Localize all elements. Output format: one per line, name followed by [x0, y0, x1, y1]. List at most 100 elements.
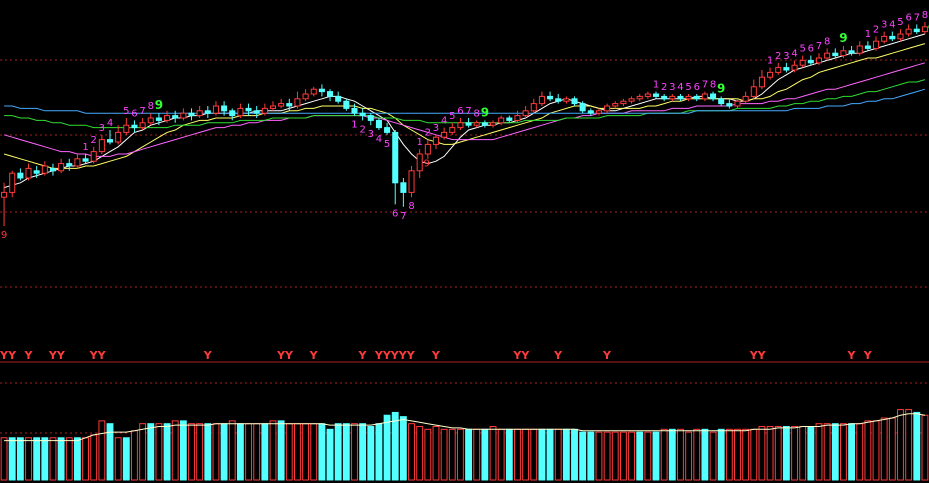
candle-body	[400, 182, 407, 193]
volume-bar	[538, 428, 546, 481]
count-label: 5	[897, 17, 903, 28]
count-label: 8	[148, 101, 154, 112]
candle-body	[742, 95, 749, 102]
candle-body	[457, 122, 464, 129]
count-label: 9	[1, 230, 7, 241]
candle-body	[58, 163, 65, 172]
candle-body	[196, 110, 203, 117]
signal-label: Y	[203, 349, 213, 362]
volume-bar	[644, 431, 652, 481]
volume-bar	[65, 437, 73, 481]
volume-bar	[888, 417, 896, 481]
count-label: 5	[449, 111, 455, 122]
candle-body	[131, 124, 138, 129]
candle-body	[172, 115, 179, 119]
candle-body	[278, 103, 285, 107]
candle-body	[123, 124, 130, 133]
candle-body	[571, 98, 578, 105]
volume-bar	[261, 423, 269, 481]
count-label: 8	[408, 201, 414, 212]
candle-body	[856, 45, 863, 54]
candle-body	[74, 158, 81, 167]
volume-bar	[49, 437, 57, 481]
candle-body	[832, 52, 839, 57]
count-label: 4	[107, 118, 113, 129]
count-label: 7	[914, 12, 920, 23]
candle-body	[155, 117, 162, 121]
candle-body	[310, 88, 317, 95]
candle-body	[750, 86, 757, 97]
count-label: 8	[474, 108, 480, 119]
volume-panel	[0, 409, 929, 481]
candle-body	[25, 167, 32, 179]
candlesticks	[1, 22, 928, 226]
volume-bar	[652, 431, 660, 481]
count-label: 5	[384, 139, 390, 150]
volume-bar	[440, 428, 448, 481]
volume-bar	[856, 423, 864, 481]
volume-bar	[709, 431, 717, 481]
count-label: 7	[400, 211, 406, 222]
volume-bar	[155, 423, 163, 481]
ma60-line	[4, 88, 926, 114]
candle-body	[726, 103, 733, 107]
candle-body	[359, 112, 366, 117]
volume-bar	[236, 423, 244, 481]
volume-bar	[139, 423, 147, 481]
volume-bar	[619, 431, 627, 481]
candle-body	[563, 98, 570, 102]
volume-bar	[122, 437, 130, 481]
volume-bar	[294, 423, 301, 481]
count-label: 2	[661, 82, 667, 93]
volume-bar	[342, 423, 350, 481]
candle-body	[318, 88, 325, 93]
volume-bar	[921, 414, 929, 481]
candle-body	[229, 110, 236, 117]
volume-bar	[505, 428, 513, 481]
candle-body	[33, 170, 40, 174]
volume-bar	[399, 416, 407, 481]
signal-label: YY	[89, 349, 107, 362]
volume-bar	[424, 428, 432, 481]
candle-body	[921, 26, 928, 33]
volume-bar	[310, 423, 318, 481]
volume-bar	[685, 431, 693, 481]
candle-body	[595, 110, 602, 114]
volume-bar	[82, 437, 89, 481]
candle-body	[783, 67, 790, 71]
volume-bar	[831, 423, 839, 481]
signal-label: Y	[431, 349, 441, 362]
volume-bar	[766, 425, 774, 481]
candle-body	[473, 122, 480, 126]
volume-bar	[408, 423, 415, 481]
candle-body	[449, 127, 456, 133]
signal-label: Y	[0, 349, 9, 362]
candle-body	[424, 143, 431, 155]
ma30-line	[4, 79, 926, 129]
candle-body	[384, 127, 391, 133]
count-label: 3	[368, 129, 374, 140]
signal-label: Y	[358, 349, 368, 362]
count-label: 3	[99, 123, 105, 134]
volume-bar	[8, 437, 16, 481]
candle-body	[734, 100, 741, 107]
volume-bar	[489, 425, 497, 481]
candle-body	[465, 122, 472, 126]
volume-bar	[823, 423, 831, 481]
volume-bar	[41, 437, 49, 481]
volume-bar	[326, 428, 334, 481]
count-label: 2	[873, 24, 879, 35]
signal-label: Y	[602, 349, 612, 362]
volume-bar	[375, 423, 383, 481]
candle-body	[522, 110, 529, 117]
volume-bar	[693, 428, 701, 481]
volume-bar	[514, 428, 521, 481]
count-label: 9	[717, 81, 725, 95]
candle-body	[327, 91, 334, 97]
candle-body	[367, 115, 374, 121]
candle-body	[710, 93, 717, 100]
volume-bar	[228, 420, 236, 481]
count-label: 1	[653, 80, 659, 91]
volume-bar	[562, 428, 570, 481]
volume-bar	[391, 411, 399, 481]
